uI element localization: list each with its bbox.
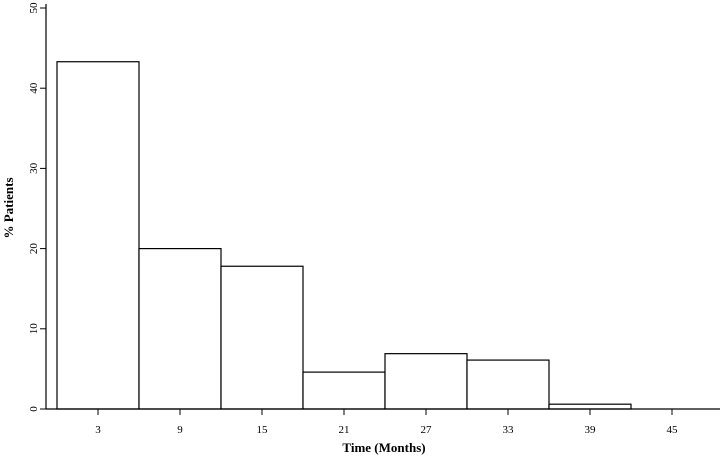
bar-33 [466,359,550,410]
y-ticks-group: 0 10 20 30 40 50 [28,2,46,412]
x-tick-label: 45 [667,424,679,436]
x-tick-label: 3 [95,424,101,436]
y-tick-label: 50 [28,2,40,14]
x-tick-label: 9 [177,424,183,436]
bar-21 [302,371,386,410]
x-tick-label: 27 [421,424,433,436]
bar-15 [220,265,304,410]
x-tick-label: 21 [339,424,350,436]
bars-group [56,61,632,410]
x-tick-label: 33 [503,424,515,436]
x-tick-label: 15 [257,424,269,436]
y-tick-label: 10 [28,323,40,335]
x-ticks-group: 3 9 15 21 27 33 39 45 [95,409,678,436]
y-tick-label: 30 [28,162,40,174]
bar-27 [384,353,468,410]
bar-9 [138,248,222,410]
y-tick-label: 20 [28,243,40,255]
y-tick-label: 40 [28,82,40,94]
bar-3 [56,61,140,410]
y-tick-label: 0 [28,406,40,412]
x-axis-title: Time (Months) [342,440,425,455]
bar-39 [548,403,632,410]
y-axis-title: % Patients [1,177,16,238]
x-tick-label: 39 [585,424,597,436]
